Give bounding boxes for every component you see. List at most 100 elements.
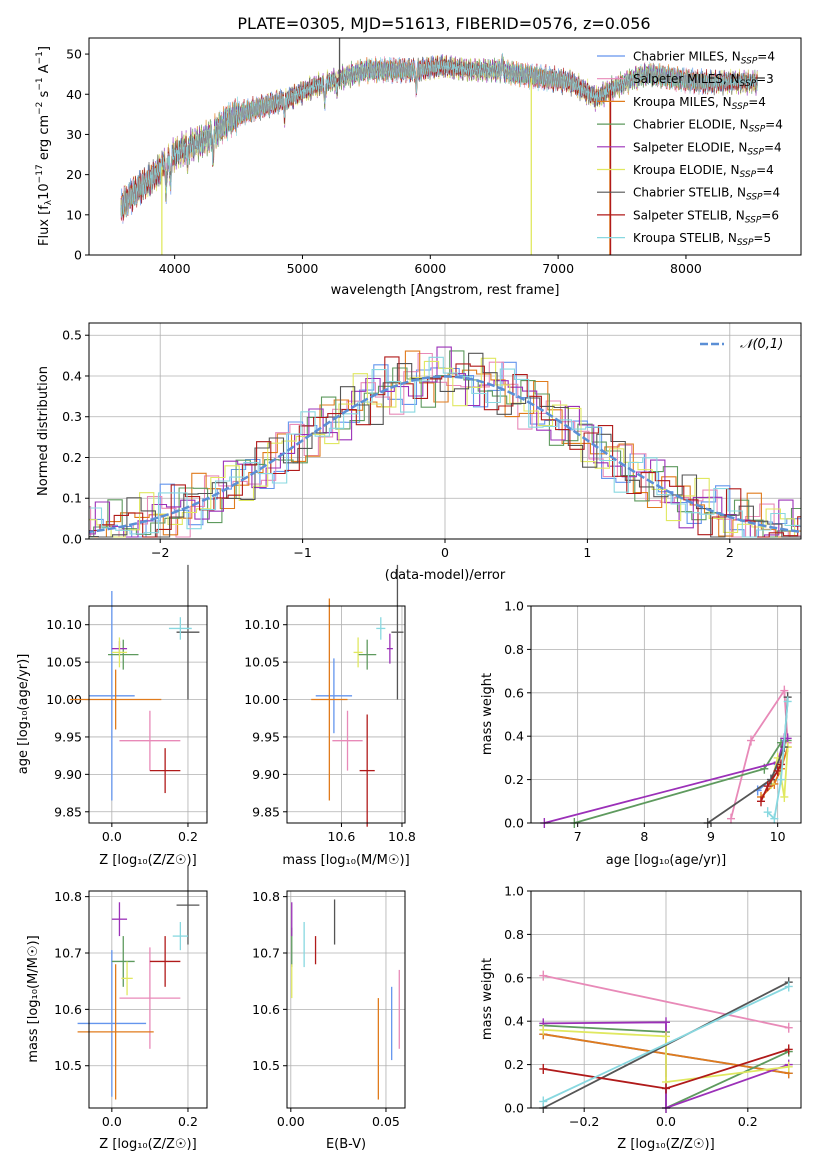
y-tick-label: 0.4 xyxy=(504,1014,524,1029)
y-tick-label: 10.05 xyxy=(244,655,280,670)
y-tick-label: 9.90 xyxy=(54,767,82,782)
y-tick-label: 1.0 xyxy=(504,884,524,899)
ageM-xlabel: mass [log₁₀(M/M☉)] xyxy=(282,853,409,868)
y-tick-label: 0.2 xyxy=(62,450,82,465)
y-tick-label: 0.6 xyxy=(504,970,524,985)
normal-distribution-curve xyxy=(89,375,801,534)
histogram-step-salpeter-elodie xyxy=(89,346,801,538)
mass-weight-line-kroupa-elodie xyxy=(543,1029,789,1084)
y-tick-label: 0.3 xyxy=(62,409,82,424)
ageZ-xlabel: Z [log₁₀(Z/Z☉)] xyxy=(99,853,196,868)
axes-frame xyxy=(530,605,802,824)
x-tick-label: 4000 xyxy=(159,261,191,276)
y-tick-label: 9.95 xyxy=(252,729,280,744)
x-tick-label: 0.2 xyxy=(178,829,198,844)
y-tick-label: 0.2 xyxy=(504,1057,524,1072)
legend-entry-chabrier-miles: Chabrier MILES, NSSP=4 xyxy=(633,50,775,67)
x-tick-label: 6000 xyxy=(414,261,446,276)
x-tick-label: 0.2 xyxy=(178,1114,198,1129)
mwZ-ylabel: mass weight xyxy=(480,958,495,1040)
x-tick-label: 0.0 xyxy=(656,1114,676,1129)
x-tick-label: −2 xyxy=(151,545,169,560)
mwAge-xlabel: age [log₁₀(age/yr)] xyxy=(606,853,727,868)
spectrum-xlabel: wavelength [Angstrom, rest frame] xyxy=(331,283,560,298)
age-vs-metallicity-panel: 0.0 0.2 9.85 9.90 9.95 10.00 10.05 10.10 xyxy=(46,564,208,844)
y-tick-label: 10.7 xyxy=(54,946,82,961)
mwAge-ylabel: mass weight xyxy=(480,673,495,755)
mass-weight-line-chabrier-stelib xyxy=(707,697,789,824)
y-tick-label: 10.10 xyxy=(46,617,82,632)
histogram-ylabel: Normed distribution xyxy=(36,366,51,496)
x-tick-label: 0.2 xyxy=(738,1114,758,1129)
x-tick-label: −0.2 xyxy=(569,1114,599,1129)
x-tick-label: 0 xyxy=(441,545,449,560)
legend-entry-salpeter-stelib: Salpeter STELIB, NSSP=6 xyxy=(633,208,779,225)
y-tick-label: 0.2 xyxy=(504,772,524,787)
x-tick-label: 10 xyxy=(770,829,786,844)
y-tick-label: 9.85 xyxy=(252,804,280,819)
mass-vs-metallicity-panel: 0.0 0.2 10.5 10.6 10.7 10.8 xyxy=(54,865,208,1129)
y-tick-label: 10.5 xyxy=(54,1058,82,1073)
histogram-legend: 𝒩(0,1) xyxy=(700,337,783,352)
legend-entry-kroupa-miles: Kroupa MILES, NSSP=4 xyxy=(633,95,766,112)
axes-frame xyxy=(286,890,406,1109)
x-tick-label: −1 xyxy=(293,545,311,560)
x-tick-label: 0.05 xyxy=(372,1114,400,1129)
y-tick-label: 0.6 xyxy=(504,685,524,700)
x-tick-label: 0.00 xyxy=(277,1114,305,1129)
histogram-step-chabrier-stelib xyxy=(89,352,801,538)
y-tick-label: 10.8 xyxy=(252,889,280,904)
x-tick-label: 10.6 xyxy=(328,829,356,844)
mass-weight-line-chabrier-elodie xyxy=(574,739,788,824)
histogram-step-chabrier-elodie xyxy=(89,350,801,538)
massZ-ylabel: mass [log₁₀(M/M☉)] xyxy=(26,935,41,1062)
y-tick-label: 50 xyxy=(66,47,82,62)
y-tick-label: 0.0 xyxy=(504,816,524,831)
y-tick-label: 0.4 xyxy=(62,368,82,383)
x-tick-label: 0.0 xyxy=(102,829,122,844)
x-tick-label: 8000 xyxy=(670,261,702,276)
x-tick-label: 8 xyxy=(640,829,648,844)
y-tick-label: 0.1 xyxy=(62,491,82,506)
y-tick-label: 20 xyxy=(66,167,82,182)
y-tick-label: 0.8 xyxy=(504,927,524,942)
massZ-xlabel: Z [log₁₀(Z/Z☉)] xyxy=(99,1137,196,1152)
spectrum-line-kroupa-stelib xyxy=(120,52,758,218)
x-tick-label: 1 xyxy=(583,545,591,560)
y-tick-label: 1.0 xyxy=(504,599,524,614)
spectrum-legend: Chabrier MILES, NSSP=4 Salpeter MILES, NS… xyxy=(597,50,783,248)
mass-weight-line-salpeter-elodie xyxy=(544,737,788,824)
legend-entry-salpeter-miles: Salpeter MILES, NSSP=3 xyxy=(633,72,774,89)
mass-weight-line-kroupa-stelib xyxy=(542,985,790,1103)
y-tick-label: 9.85 xyxy=(54,804,82,819)
x-tick-label: 7 xyxy=(574,829,582,844)
y-tick-label: 10.00 xyxy=(244,692,280,707)
histogram-axes-frame xyxy=(88,322,802,540)
spectrum-ticks: 4000 5000 6000 7000 8000 0 10 20 30 40 50 xyxy=(66,47,702,276)
y-tick-label: 10.8 xyxy=(54,889,82,904)
histogram-step-salpeter-stelib xyxy=(89,356,801,538)
x-tick-label: 9 xyxy=(707,829,715,844)
axes-frame xyxy=(286,605,406,824)
legend-entry-kroupa-elodie: Kroupa ELODIE, NSSP=4 xyxy=(633,163,774,180)
mass-vs-extinction-panel: 0.00 0.05 10.5 10.6 10.7 10.8 xyxy=(252,889,406,1129)
y-tick-label: 0.4 xyxy=(504,729,524,744)
y-tick-label: 0.0 xyxy=(504,1101,524,1116)
x-tick-label: 0.0 xyxy=(102,1114,122,1129)
histogram-step-kroupa-stelib xyxy=(89,356,801,538)
y-tick-label: 40 xyxy=(66,87,82,102)
y-tick-label: 0.0 xyxy=(62,532,82,547)
legend-entry-chabrier-elodie: Chabrier ELODIE, NSSP=4 xyxy=(633,118,783,135)
mass-weight-vs-age-panel: 7 8 9 10 0.0 0.2 0.4 0.6 0.8 1.0 xyxy=(504,599,802,844)
y-tick-label: 10.05 xyxy=(46,655,82,670)
legend-entry-kroupa-stelib: Kroupa STELIB, NSSP=5 xyxy=(633,231,771,248)
y-tick-label: 10.10 xyxy=(244,617,280,632)
y-tick-label: 0.8 xyxy=(504,642,524,657)
axes-frame xyxy=(88,890,208,1109)
y-tick-label: 0.5 xyxy=(62,328,82,343)
mass-weight-vs-metallicity-panel: −0.2 0.0 0.2 0.0 0.2 0.4 0.6 0.8 1.0 xyxy=(504,884,802,1129)
mwZ-xlabel: Z [log₁₀(Z/Z☉)] xyxy=(617,1137,714,1152)
x-tick-label: 7000 xyxy=(542,261,574,276)
y-tick-label: 10 xyxy=(66,207,82,222)
